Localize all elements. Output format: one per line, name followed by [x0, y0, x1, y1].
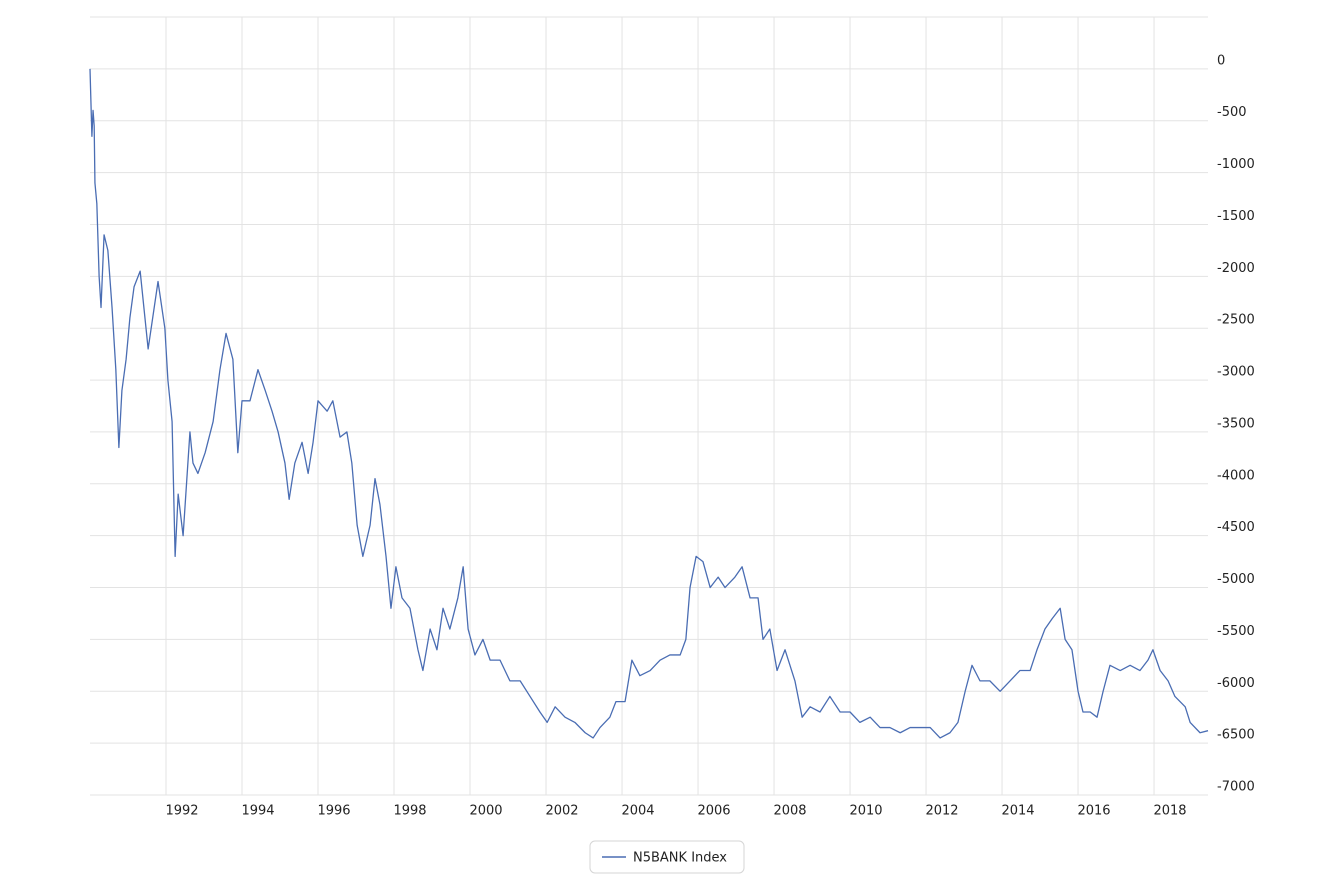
x-tick-label: 2014: [1001, 804, 1034, 819]
y-tick-label: -2000: [1217, 261, 1255, 276]
x-tick-label: 2008: [773, 804, 806, 819]
x-tick-label: 2006: [697, 804, 730, 819]
y-tick-label: -6500: [1217, 728, 1255, 743]
x-tick-label: 2010: [849, 804, 882, 819]
y-tick-label: -3500: [1217, 416, 1255, 431]
y-tick-label: 0: [1217, 53, 1225, 68]
legend: N5BANK Index: [589, 840, 745, 874]
x-tick-label: 1998: [393, 804, 426, 819]
y-tick-label: -1500: [1217, 209, 1255, 224]
y-tick-label: -7000: [1217, 780, 1255, 795]
x-tick-label: 1992: [165, 804, 198, 819]
y-tick-label: -5000: [1217, 572, 1255, 587]
x-tick-label: 1996: [317, 804, 350, 819]
legend-label: N5BANK Index: [633, 851, 727, 866]
x-tick-label: 2002: [545, 804, 578, 819]
y-tick-label: -500: [1217, 105, 1247, 120]
y-tick-label: -6000: [1217, 676, 1255, 691]
x-tick-label: 2012: [925, 804, 958, 819]
x-tick-label: 2004: [621, 804, 654, 819]
y-tick-label: -1000: [1217, 157, 1255, 172]
series-line: [89, 68, 1209, 739]
x-tick-label: 2018: [1153, 804, 1186, 819]
x-tick-label: 1994: [241, 804, 274, 819]
x-tick-label: 2000: [469, 804, 502, 819]
legend-box: [589, 840, 745, 874]
x-tick-label: 2016: [1077, 804, 1110, 819]
y-tick-label: -4500: [1217, 520, 1255, 535]
y-tick-label: -3000: [1217, 365, 1255, 380]
y-tick-label: -2500: [1217, 313, 1255, 328]
y-tick-label: -4000: [1217, 468, 1255, 483]
y-tick-label: -5500: [1217, 624, 1255, 639]
